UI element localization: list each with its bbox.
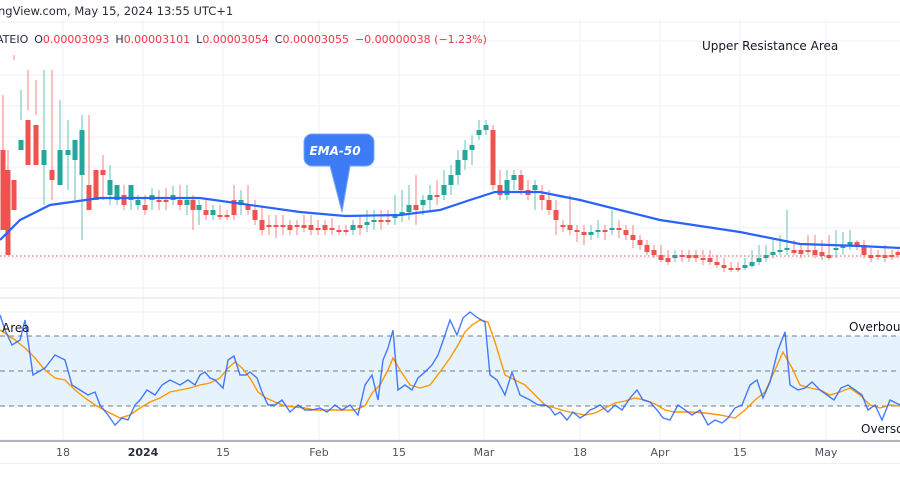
ema-callout: EMA-50 [303,133,375,213]
candlestick-series[interactable] [0,55,900,272]
time-axis-tick: May [814,446,838,459]
rsi-ma-line[interactable] [0,319,900,419]
ohlc-legend: ATEIO O0.00003093 H0.00003101 L0.00003054 C0… [0,33,493,46]
open-label: O [34,33,43,46]
time-axis[interactable] [0,440,900,464]
change-value: −0.00000038 (−1.23%) [354,33,487,46]
rsi-area-label: Area [2,321,30,335]
time-axis-tick: 15 [733,446,747,459]
time-axis-tick: 2024 [127,446,159,459]
time-axis-tick: 15 [216,446,230,459]
time-axis-tick: Mar [473,446,495,459]
rsi-line[interactable] [0,311,900,427]
high-value: 0.00003101 [123,33,191,46]
oversold-label: Overso [861,422,900,436]
overbought-label: Overboug [849,320,900,334]
low-label: L [196,33,203,46]
symbol-label: ATEIO [0,33,29,46]
time-axis-tick: Apr [650,446,670,459]
upper-resistance-label: Upper Resistance Area [702,39,839,53]
rsi-lines [0,335,900,407]
time-axis-tick: 18 [573,446,587,459]
high-label: H [115,33,124,46]
low-value: 0.00003054 [202,33,269,46]
ema-callout-label: EMA-50 [309,144,360,158]
close-value: 0.00003055 [282,33,349,46]
time-axis-tick: Feb [309,446,329,459]
time-axis-tick: 18 [56,446,70,459]
chart-source-line: ngView.com, May 15, 2024 13:55 UTC+1 [0,4,234,18]
ema-50-line[interactable] [0,190,900,250]
close-label: C [274,33,283,46]
time-axis-tick: 15 [392,446,406,459]
open-value: 0.00003093 [42,33,110,46]
